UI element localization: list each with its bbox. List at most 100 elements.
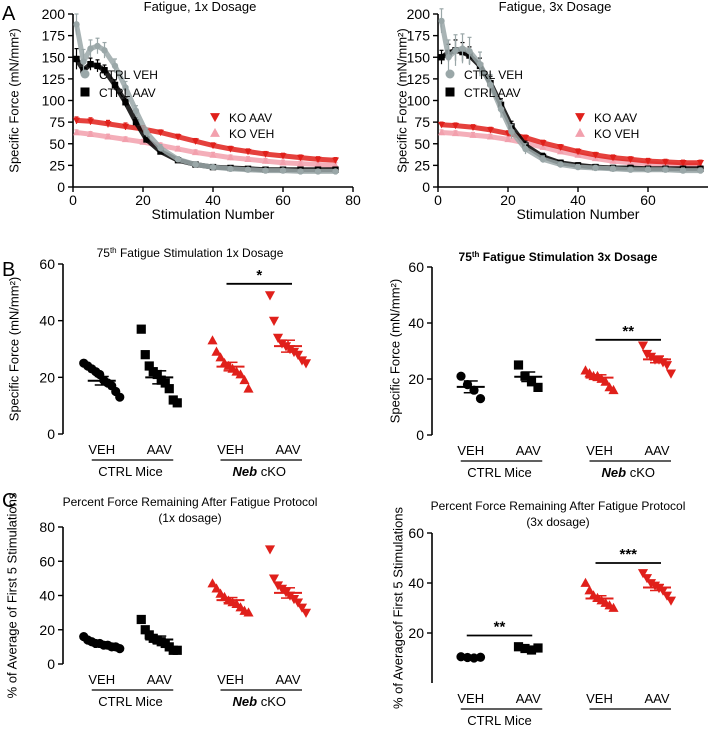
data-point xyxy=(174,145,182,152)
chart-subtitle: (3x dosage) xyxy=(526,515,589,529)
data-point xyxy=(140,625,150,635)
y-axis-label: Specific Force (mN/mm²) xyxy=(7,277,22,421)
y-axis-label: Specific Force (mN/mm²) xyxy=(7,28,22,172)
y-tick-label: 150 xyxy=(42,49,66,65)
data-point xyxy=(160,378,170,388)
x-tick-label: 20 xyxy=(500,192,516,208)
group-label: Neb cKO xyxy=(233,464,286,479)
fatigue-1x-chart: Fatigue, 1x Dosage0255075100125150175200… xyxy=(7,0,361,222)
data-point xyxy=(226,146,235,153)
legend-entry: CTRL AAV xyxy=(445,86,521,100)
legend-marker xyxy=(445,87,455,97)
x-tick-label: 40 xyxy=(205,192,221,208)
group-ctrl-aav xyxy=(513,360,543,392)
data-point xyxy=(243,383,254,393)
group-label: CTRL Mice xyxy=(467,713,532,728)
series-line xyxy=(441,122,701,166)
data-point xyxy=(665,369,677,379)
data-point xyxy=(239,374,250,385)
data-point xyxy=(121,135,130,143)
group-ko-aav xyxy=(637,569,677,606)
data-point xyxy=(469,131,477,138)
data-point xyxy=(539,156,547,163)
data-point xyxy=(314,160,322,168)
data-point xyxy=(172,398,182,408)
data-point xyxy=(466,47,473,55)
x-tick-label: 20 xyxy=(135,192,151,208)
data-point xyxy=(191,148,200,156)
x-category-label: AAV xyxy=(516,691,541,706)
group-ko-veh xyxy=(207,335,254,393)
legend-entry: KO AAV xyxy=(210,111,272,125)
legend-marker xyxy=(80,69,90,79)
data-point xyxy=(297,168,304,175)
data-point xyxy=(314,156,322,163)
x-category-label: AAV xyxy=(147,672,172,687)
y-tick-label: 200 xyxy=(407,6,431,22)
data-point xyxy=(132,118,140,126)
data-point xyxy=(136,324,146,334)
group-ctrl-aav xyxy=(513,642,543,655)
data-point xyxy=(209,142,217,150)
y-tick-label: 0 xyxy=(47,656,55,672)
series-line xyxy=(76,117,336,163)
group-ko-veh xyxy=(207,578,254,617)
data-point xyxy=(469,124,477,131)
group-ctrl-veh xyxy=(456,371,486,404)
data-point xyxy=(115,392,125,402)
y-tick-label: 0 xyxy=(422,179,430,195)
data-point xyxy=(122,84,129,91)
data-point xyxy=(641,574,653,584)
series-ko-aav xyxy=(437,121,705,167)
y-tick-label: 100 xyxy=(42,93,66,109)
data-point xyxy=(487,81,494,89)
data-point xyxy=(513,642,524,652)
data-point xyxy=(209,163,217,171)
legend-marker xyxy=(575,127,585,137)
data-point xyxy=(207,335,218,345)
series-ctrl-veh xyxy=(438,8,704,174)
data-point xyxy=(86,118,95,125)
data-point xyxy=(215,352,226,362)
data-point xyxy=(661,159,670,166)
data-point xyxy=(157,144,164,152)
data-point xyxy=(111,62,119,70)
data-point xyxy=(539,140,547,147)
data-point xyxy=(279,167,287,174)
data-point xyxy=(574,148,582,156)
data-point xyxy=(662,166,669,173)
chart-subtitle: (1x dosage) xyxy=(158,511,221,525)
y-axis-label: Specific Force (mN/mm²) xyxy=(395,28,410,172)
group-label: Neb cKO xyxy=(602,465,655,480)
data-point xyxy=(504,135,512,143)
data-point xyxy=(539,143,547,150)
legend-marker xyxy=(80,87,90,97)
data-point xyxy=(609,165,617,173)
y-tick-label: 200 xyxy=(42,6,66,22)
data-point xyxy=(644,166,652,173)
y-axis-label: % of Average of First 5 Stimulations xyxy=(5,492,20,698)
x-tick-label: 60 xyxy=(640,192,656,208)
y-tick-label: 60 xyxy=(408,259,424,275)
data-point xyxy=(207,578,218,588)
data-point xyxy=(244,166,252,173)
data-point xyxy=(644,158,652,165)
data-point xyxy=(279,159,287,166)
chart-title: 75th Fatigue Stimulation 1x Dosage xyxy=(97,246,284,261)
data-point xyxy=(300,359,312,369)
x-category-label: AAV xyxy=(644,691,669,706)
data-point xyxy=(261,151,270,158)
legend-label: KO VEH xyxy=(594,127,639,141)
data-point xyxy=(87,60,94,68)
significance-label: ** xyxy=(494,619,506,636)
group-ctrl-veh xyxy=(79,632,125,654)
y-tick-label: 25 xyxy=(49,157,65,173)
data-point xyxy=(143,129,150,136)
data-point xyxy=(262,167,269,174)
y-tick-label: 80 xyxy=(39,519,55,535)
data-point xyxy=(332,168,339,175)
x-category-label: AAV xyxy=(644,443,669,458)
data-point xyxy=(235,369,246,379)
y-tick-label: 0 xyxy=(57,179,65,195)
data-point xyxy=(608,602,619,612)
